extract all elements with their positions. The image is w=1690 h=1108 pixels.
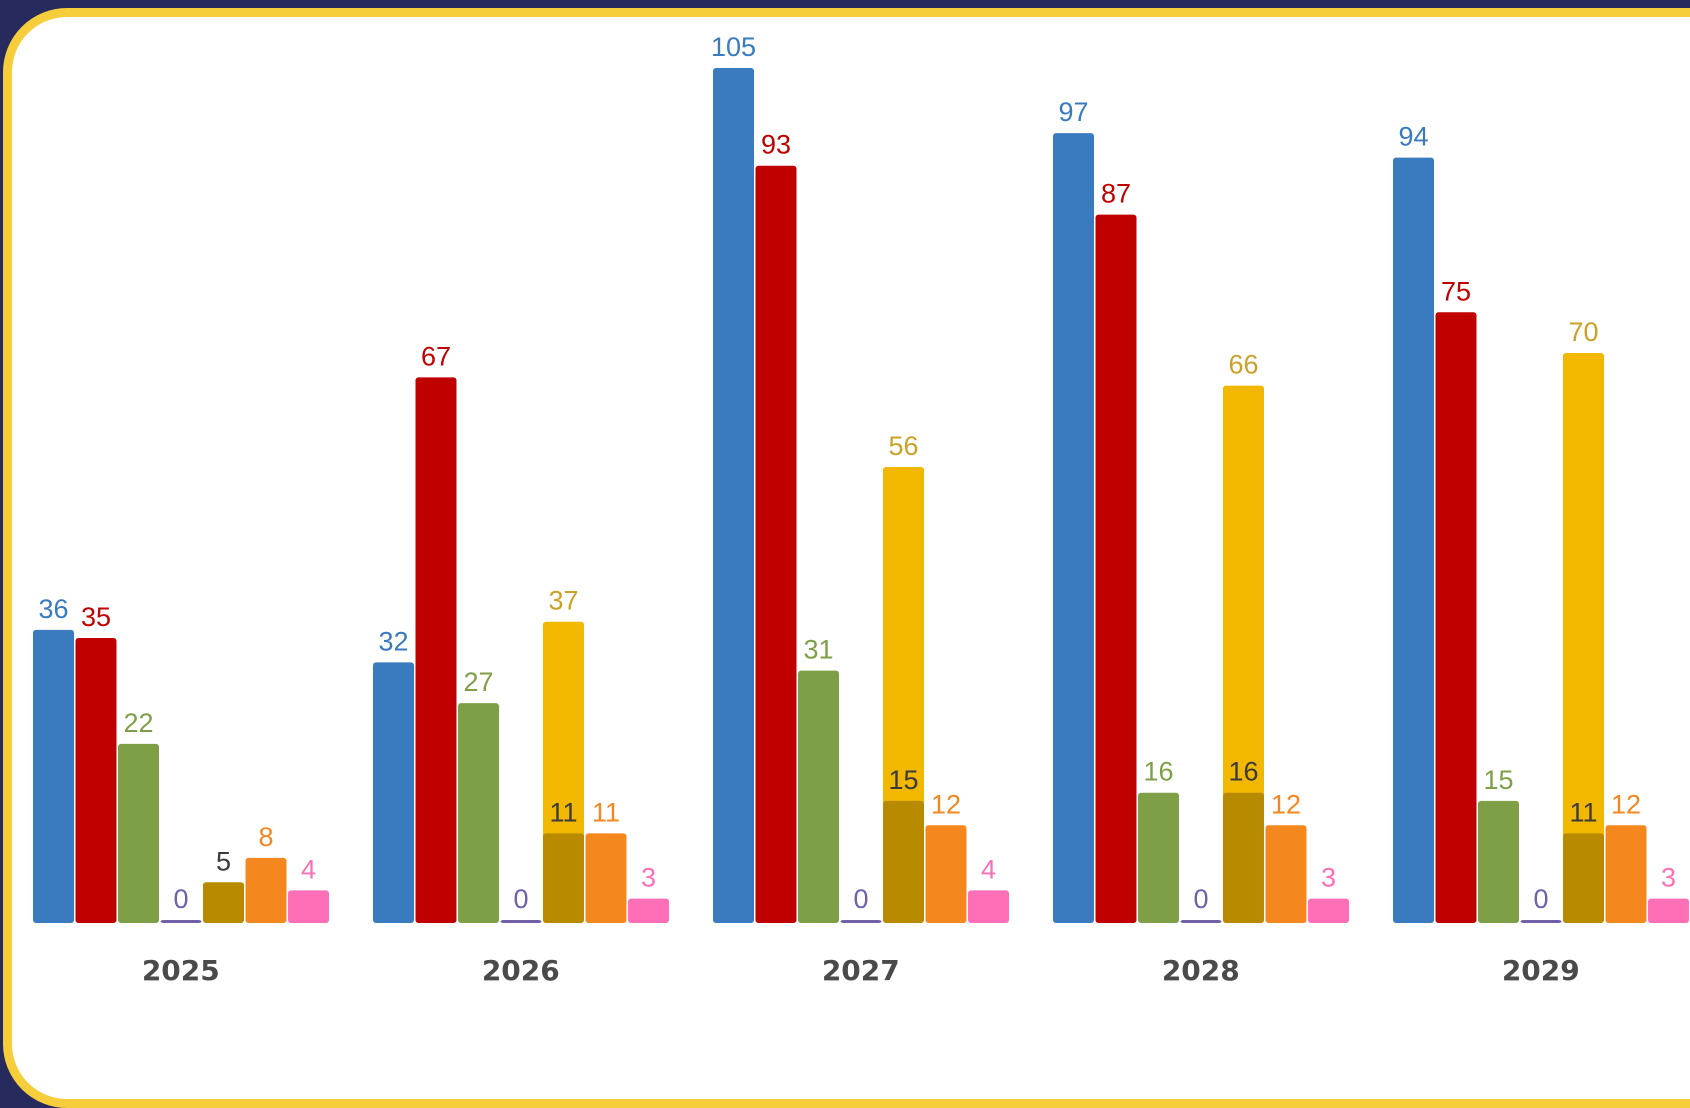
x-tick-label-2029: 2029: [1502, 954, 1580, 987]
bar-2026-s3: [458, 703, 499, 923]
value-label-2027-s5: 56: [888, 431, 918, 461]
value-label-2028-s1: 97: [1058, 97, 1088, 127]
bar-2026-s1: [373, 662, 414, 923]
value-label-2029-s7: 12: [1611, 789, 1641, 819]
value-label-2027-s2: 93: [761, 130, 791, 160]
x-tick-label-2027: 2027: [822, 954, 900, 987]
value-label-2027-s8: 4: [981, 854, 996, 884]
bar-2025-s4: [160, 920, 202, 923]
bar-2025-s1: [33, 629, 74, 923]
x-tick-label-2028: 2028: [1162, 954, 1240, 987]
bar-2029-s6: [1563, 833, 1604, 923]
bars-layer: [33, 68, 1689, 924]
value-label-2027-s4: 0: [853, 884, 868, 914]
value-label-2029-s4: 0: [1533, 884, 1548, 914]
bar-2029-s5: [1563, 353, 1604, 923]
value-label-2026-s2: 67: [421, 341, 451, 371]
bar-2027-s4: [840, 920, 882, 923]
x-tick-label-2026: 2026: [482, 954, 560, 987]
bar-2027-s1: [713, 68, 754, 923]
bar-2026-s4: [500, 920, 542, 923]
value-label-2026-s6: 11: [549, 797, 577, 827]
value-label-2025-s6: 5: [216, 846, 231, 876]
value-label-2029-s3: 15: [1483, 765, 1513, 795]
value-label-2027-s6: 15: [888, 765, 918, 795]
value-label-2029-s8: 3: [1661, 863, 1676, 893]
bar-2029-s4: [1520, 920, 1562, 923]
bar-2025-s8: [288, 890, 329, 923]
value-label-2028-s5: 66: [1228, 350, 1258, 380]
value-label-2027-s7: 12: [931, 789, 961, 819]
bar-2027-s6: [883, 800, 924, 923]
value-label-2028-s3: 16: [1143, 757, 1173, 787]
bar-2025-s2: [75, 638, 117, 923]
bar-2028-s6: [1223, 792, 1264, 923]
value-label-2025-s3: 22: [123, 708, 153, 738]
value-label-2026-s3: 27: [463, 667, 493, 697]
value-label-2025-s2: 35: [81, 602, 111, 632]
bar-2029-s2: [1435, 312, 1477, 923]
bar-2028-s4: [1180, 920, 1222, 923]
bar-2025-s7: [245, 857, 287, 923]
value-label-2025-s7: 8: [258, 822, 273, 852]
value-label-2029-s5: 70: [1568, 317, 1598, 347]
value-label-2026-s7: 11: [592, 797, 620, 827]
value-label-2026-s5: 37: [548, 586, 578, 616]
value-label-2029-s6: 11: [1569, 797, 1597, 827]
value-label-2025-s8: 4: [301, 854, 316, 884]
bar-2029-s7: [1605, 825, 1647, 923]
bar-2027-s2: [755, 165, 797, 923]
value-label-2027-s1: 105: [711, 32, 756, 62]
value-label-2028-s4: 0: [1193, 884, 1208, 914]
value-label-2028-s8: 3: [1321, 863, 1336, 893]
bar-2029-s8: [1648, 898, 1689, 923]
value-label-2026-s1: 32: [378, 626, 408, 656]
x-tick-label-2025: 2025: [142, 954, 220, 987]
value-label-2029-s1: 94: [1398, 122, 1428, 152]
value-label-2026-s4: 0: [513, 884, 528, 914]
bar-2027-s3: [798, 670, 839, 923]
bar-2028-s5: [1223, 385, 1264, 924]
bar-2026-s8: [628, 898, 669, 923]
value-label-2029-s2: 75: [1441, 276, 1471, 306]
value-label-2025-s1: 36: [38, 594, 68, 624]
bar-2028-s7: [1265, 825, 1307, 923]
bar-2028-s2: [1095, 214, 1137, 924]
bar-2026-s6: [543, 833, 584, 923]
value-label-2025-s4: 0: [173, 884, 188, 914]
bar-2025-s6: [203, 882, 244, 923]
value-label-2028-s2: 87: [1101, 179, 1131, 209]
bar-2029-s3: [1478, 800, 1519, 923]
value-label-2028-s7: 12: [1271, 789, 1301, 819]
bar-2027-s7: [925, 825, 967, 923]
bar-2029-s1: [1393, 157, 1434, 924]
bar-2026-s2: [415, 377, 457, 923]
value-label-2026-s8: 3: [641, 863, 656, 893]
value-label-2027-s3: 31: [803, 635, 833, 665]
bar-2028-s8: [1308, 898, 1349, 923]
bar-2028-s1: [1053, 133, 1094, 924]
bar-2026-s7: [585, 833, 627, 923]
bar-2027-s8: [968, 890, 1009, 923]
x-axis-labels: 2025 2026 2027 2028 2029: [142, 954, 1580, 987]
value-label-2028-s6: 16: [1228, 757, 1258, 787]
bar-2028-s3: [1138, 792, 1179, 923]
bar-2025-s3: [118, 743, 159, 923]
